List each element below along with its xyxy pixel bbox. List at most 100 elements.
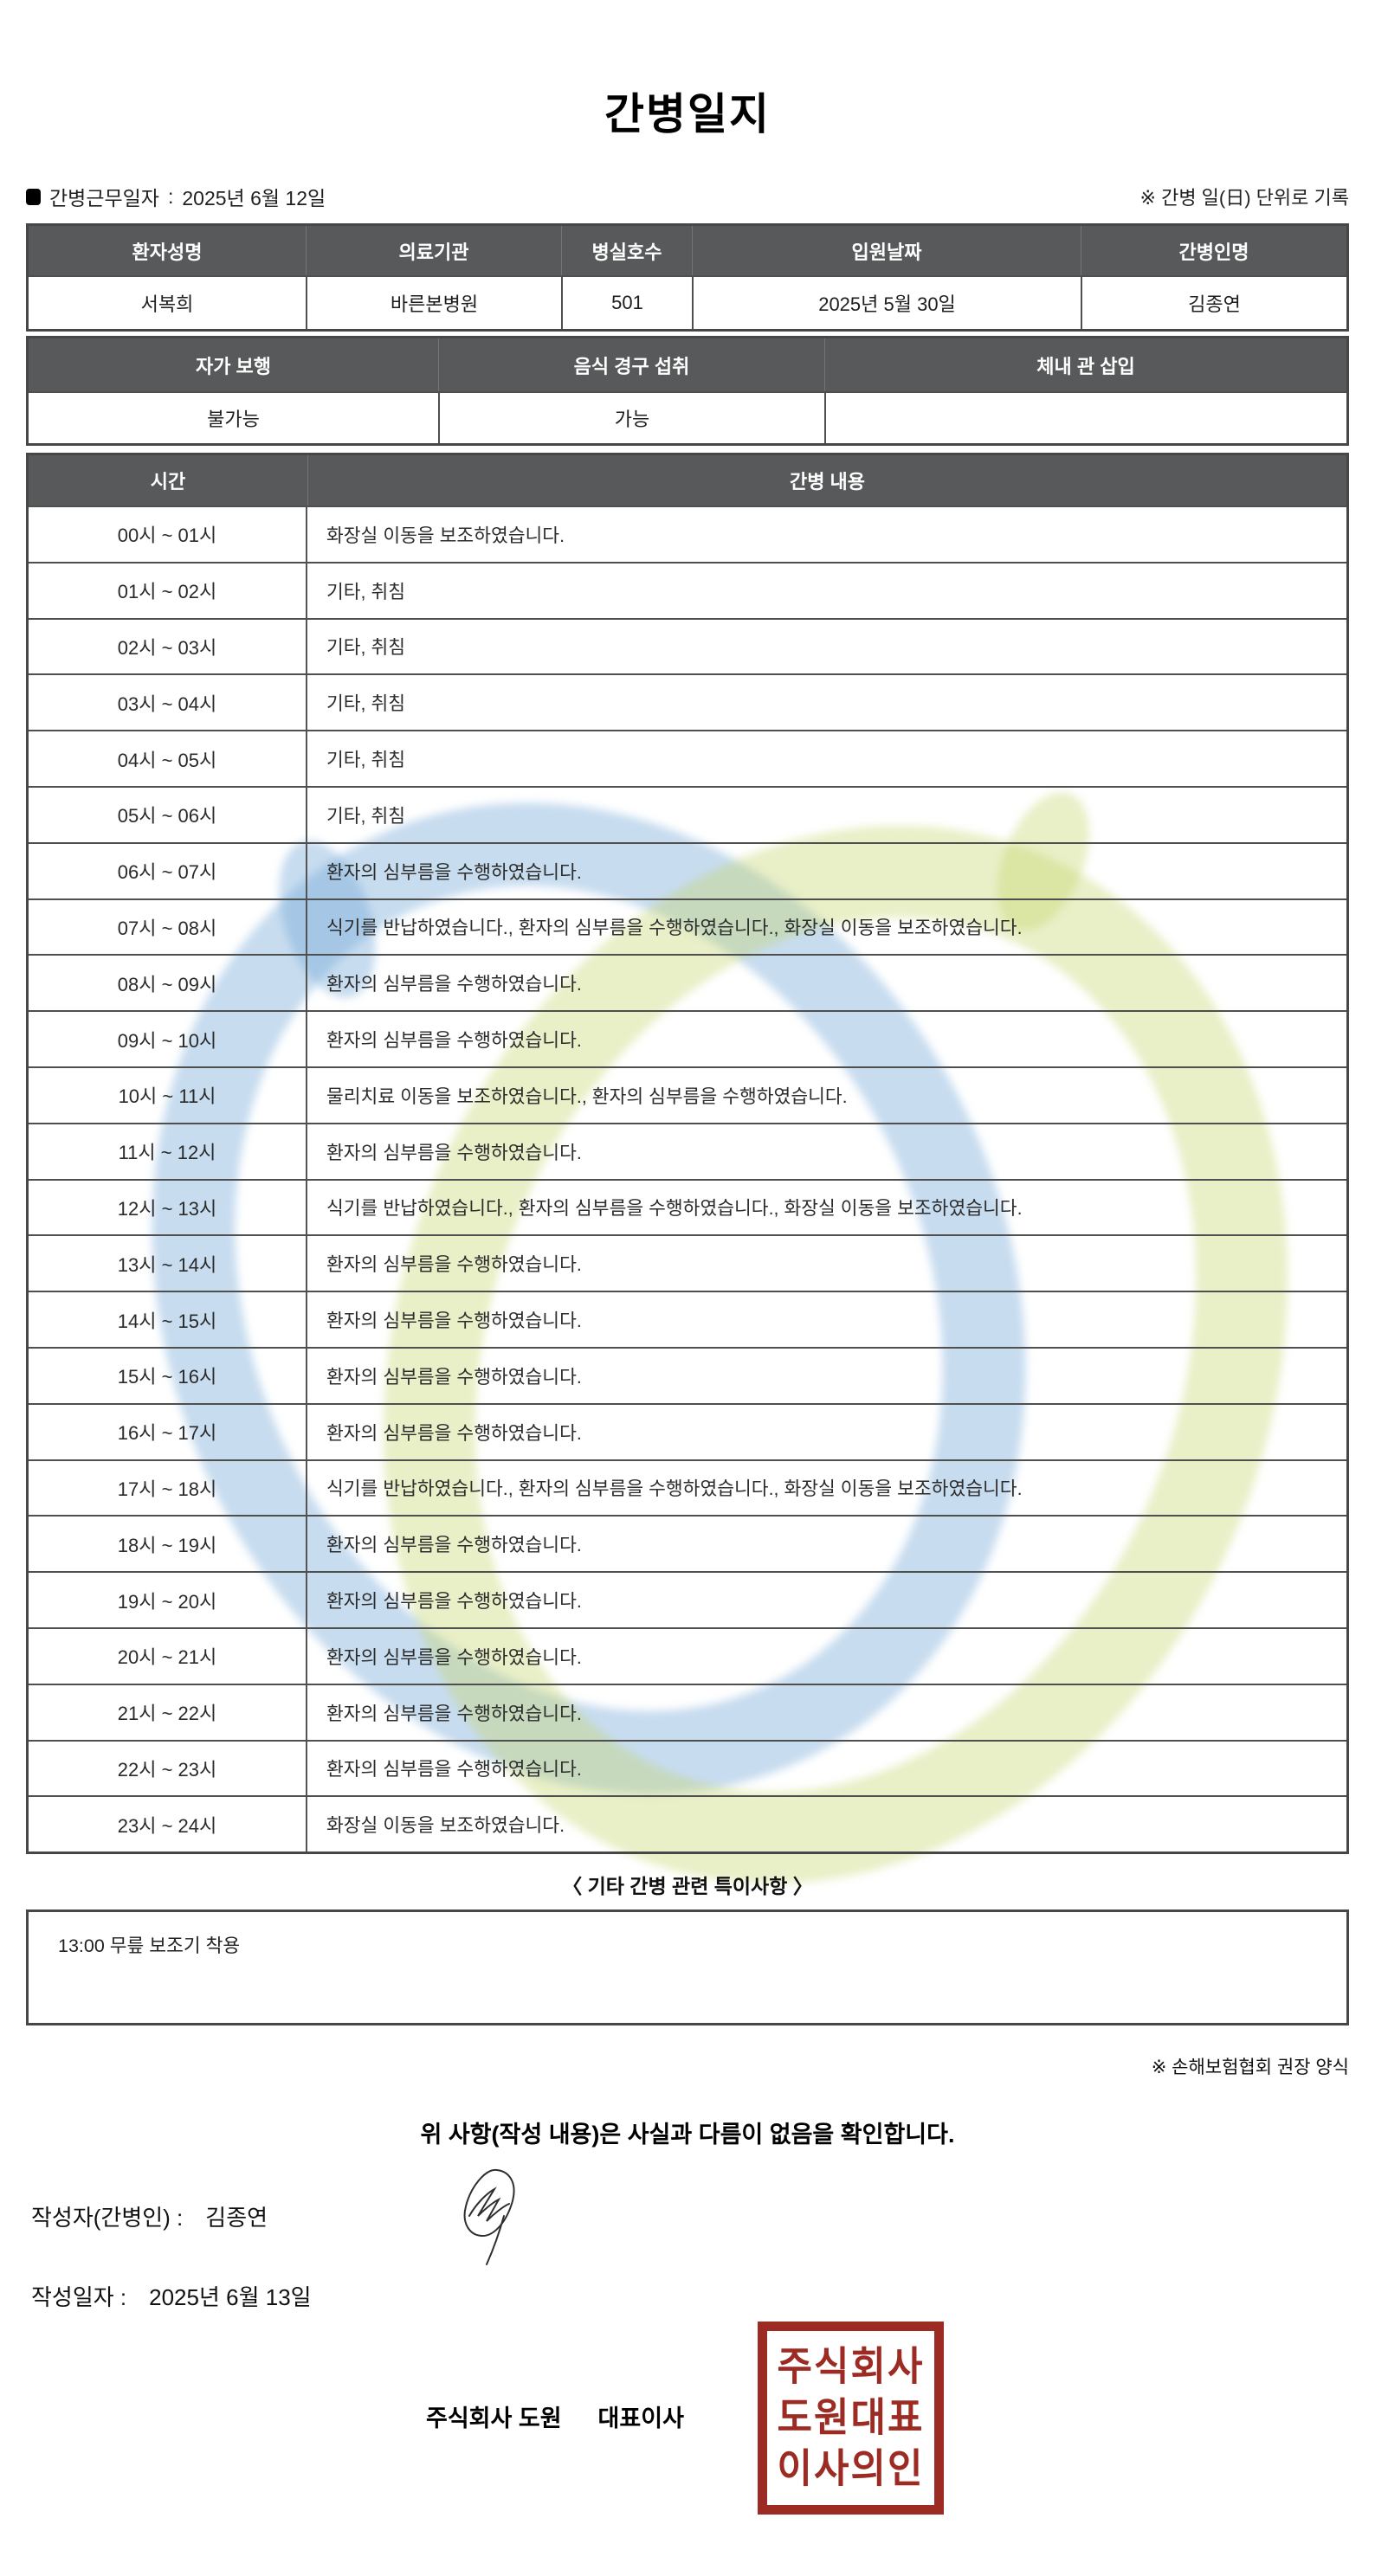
column-header: 의료기관 (306, 226, 561, 275)
care-table-row: 19시 ~ 20시 환자의 심부름을 수행하였습니다. (29, 1571, 1346, 1627)
care-time-cell: 21시 ~ 22시 (29, 1684, 307, 1740)
header-info-row: 간병근무일자 : 2025년 6월 12일 ※ 간병 일(日) 단위로 기록 (26, 182, 1349, 211)
admission-date-value: 2025년 5월 30일 (692, 277, 1081, 329)
care-content-cell: 환자의 심부름을 수행하였습니다. (326, 1591, 582, 1613)
column-header: 병실호수 (561, 226, 692, 275)
care-table-row: 16시 ~ 17시 환자의 심부름을 수행하였습니다. (29, 1402, 1346, 1459)
care-table-row: 02시 ~ 03시 기타, 취침 (29, 617, 1346, 674)
work-date-line: 간병근무일자 : 2025년 6월 12일 (26, 182, 326, 211)
care-content-cell: 식기를 반납하였습니다., 환자의 심부름을 수행하였습니다., 화장실 이동을… (326, 918, 1023, 939)
care-table-row: 21시 ~ 22시 환자의 심부름을 수행하였습니다. (29, 1683, 1346, 1740)
square-bullet-icon (26, 188, 41, 205)
care-time-cell: 03시 ~ 04시 (29, 675, 307, 731)
care-content-cell: 환자의 심부름을 수행하였습니다. (326, 1422, 582, 1444)
care-time-cell: 00시 ~ 01시 (29, 507, 307, 562)
company-ceo-line: 주식회사 도원 대표이사 (426, 2399, 684, 2433)
company-name: 주식회사 도원 (426, 2405, 562, 2431)
care-content-cell: 환자의 심부름을 수행하였습니다. (326, 1646, 582, 1668)
care-content-cell: 환자의 심부름을 수행하였습니다. (326, 1142, 582, 1163)
care-time-cell: 05시 ~ 06시 (29, 787, 307, 842)
writer-label: 작성자(간병인) : (31, 2205, 184, 2231)
care-table-row: 00시 ~ 01시 화장실 이동을 보조하였습니다. (29, 506, 1346, 562)
column-header: 체내 관 삽입 (824, 338, 1346, 391)
special-notes-heading: 〈 기타 간병 관련 특이사항 〉 (562, 1875, 813, 1897)
work-date-separator: : (167, 184, 174, 208)
care-content-cell: 물리치료 이동을 보조하였습니다., 환자의 심부름을 수행하였습니다. (326, 1085, 848, 1107)
care-time-cell: 10시 ~ 11시 (29, 1067, 307, 1123)
corporate-seal-stamp: 주식회사 도원대표 이사의인 (758, 2322, 944, 2515)
handwritten-signature (449, 2166, 523, 2268)
care-content-cell: 환자의 심부름을 수행하였습니다. (326, 1759, 582, 1781)
care-time-cell: 20시 ~ 21시 (29, 1628, 307, 1684)
care-time-cell: 01시 ~ 02시 (29, 563, 307, 618)
work-date-label: 간병근무일자 (49, 187, 159, 209)
room-number-value: 501 (561, 277, 692, 329)
column-header: 입원날짜 (692, 226, 1081, 275)
column-header: 음식 경구 섭취 (438, 338, 824, 391)
care-table-row: 14시 ~ 15시 환자의 심부름을 수행하였습니다. (29, 1291, 1346, 1347)
care-table-row: 03시 ~ 04시 기타, 취침 (29, 673, 1346, 731)
confirmation-statement: 위 사항(작성 내용)은 사실과 다름이 없음을 확인합니다. (420, 2122, 955, 2148)
ceo-title: 대표이사 (597, 2405, 684, 2431)
special-notes-box: 13:00 무릎 보조기 착용 (26, 1909, 1349, 2025)
written-date-value: 2025년 6월 13일 (149, 2284, 312, 2310)
care-content-cell: 화장실 이동을 보조하였습니다. (326, 1815, 565, 1837)
stamp-text-line: 이사의인 (777, 2446, 925, 2492)
care-time-cell: 22시 ~ 23시 (29, 1741, 307, 1796)
time-column-header: 시간 (150, 471, 186, 493)
status-table-value-row: 불가능 가능 (29, 391, 1346, 443)
patient-table-value-row: 서복희 바른본병원 501 2025년 5월 30일 김종연 (29, 275, 1346, 329)
hospital-value: 바른본병원 (306, 277, 561, 329)
care-time-cell: 16시 ~ 17시 (29, 1404, 307, 1459)
care-table-row: 08시 ~ 09시 환자의 심부름을 수행하였습니다. (29, 954, 1346, 1011)
writer-line: 작성자(간병인) : 김종연 (31, 2200, 268, 2232)
care-time-cell: 18시 ~ 19시 (29, 1517, 307, 1572)
care-time-cell: 17시 ~ 18시 (29, 1460, 307, 1516)
care-content-cell: 환자의 심부름을 수행하였습니다. (326, 1311, 582, 1332)
care-table-row: 17시 ~ 18시 식기를 반납하였습니다., 환자의 심부름을 수행하였습니다.… (29, 1459, 1346, 1516)
care-content-cell: 기타, 취침 (326, 805, 406, 827)
care-content-cell: 환자의 심부름을 수행하였습니다. (326, 861, 582, 883)
hourly-care-table: 시간 간병 내용 00시 ~ 01시 화장실 이동을 보조하였습니다. 01시 ~ … (26, 453, 1349, 1855)
written-date-line: 작성일자 : 2025년 6월 13일 (31, 2280, 312, 2312)
care-time-cell: 04시 ~ 05시 (29, 731, 307, 786)
care-table-row: 13시 ~ 14시 환자의 심부름을 수행하였습니다. (29, 1234, 1346, 1291)
care-table-row: 01시 ~ 02시 기타, 취침 (29, 561, 1346, 618)
special-notes-content: 13:00 무릎 보조기 착용 (58, 1935, 241, 1956)
care-content-cell: 식기를 반납하였습니다., 환자의 심부름을 수행하였습니다., 화장실 이동을… (326, 1198, 1023, 1220)
care-table-row: 07시 ~ 08시 식기를 반납하였습니다., 환자의 심부름을 수행하였습니다.… (29, 898, 1346, 955)
care-table-row: 18시 ~ 19시 환자의 심부름을 수행하였습니다. (29, 1515, 1346, 1572)
care-content-cell: 환자의 심부름을 수행하였습니다. (326, 1366, 582, 1388)
recommended-form-note: ※ 손해보험협회 권장 양식 (1151, 2058, 1349, 2077)
caregiver-name-value: 김종연 (1081, 277, 1346, 329)
care-time-cell: 06시 ~ 07시 (29, 843, 307, 898)
self-walking-value: 불가능 (207, 409, 260, 430)
column-header: 자가 보행 (195, 355, 272, 377)
care-table-header-row: 시간 간병 내용 (29, 455, 1346, 506)
page-title: 간병일지 (604, 90, 771, 138)
tube-insertion-value (824, 393, 1346, 443)
care-time-cell: 19시 ~ 20시 (29, 1573, 307, 1627)
status-table-header-row: 자가 보행 음식 경구 섭취 체내 관 삽입 (29, 338, 1346, 391)
care-time-cell: 12시 ~ 13시 (29, 1180, 307, 1235)
care-time-cell: 02시 ~ 03시 (29, 619, 307, 674)
care-time-cell: 09시 ~ 10시 (29, 1012, 307, 1066)
care-table-row: 04시 ~ 05시 기타, 취침 (29, 730, 1346, 786)
care-content-cell: 식기를 반납하였습니다., 환자의 심부름을 수행하였습니다., 화장실 이동을… (326, 1478, 1023, 1500)
care-table-row: 23시 ~ 24시 화장실 이동을 보조하였습니다. (29, 1795, 1346, 1852)
care-content-cell: 환자의 심부름을 수행하였습니다. (326, 1030, 582, 1052)
care-content-cell: 기타, 취침 (326, 581, 406, 602)
care-table-row: 15시 ~ 16시 환자의 심부름을 수행하였습니다. (29, 1346, 1346, 1403)
care-content-cell: 기타, 취침 (326, 693, 406, 715)
care-content-cell: 환자의 심부름을 수행하였습니다. (326, 974, 582, 995)
unit-note: ※ 간병 일(日) 단위로 기록 (1139, 187, 1349, 209)
care-content-cell: 환자의 심부름을 수행하였습니다. (326, 1703, 582, 1724)
care-content-cell: 환자의 심부름을 수행하였습니다. (326, 1254, 582, 1276)
work-date-value: 2025년 6월 12일 (182, 187, 326, 209)
care-rows-container: 00시 ~ 01시 화장실 이동을 보조하였습니다. 01시 ~ 02시 기타, 취침… (29, 506, 1346, 1852)
care-table-row: 09시 ~ 10시 환자의 심부름을 수행하였습니다. (29, 1010, 1346, 1066)
content-column-header: 간병 내용 (307, 455, 1346, 506)
care-table-row: 05시 ~ 06시 기타, 취침 (29, 785, 1346, 842)
care-table-row: 20시 ~ 21시 환자의 심부름을 수행하였습니다. (29, 1626, 1346, 1684)
